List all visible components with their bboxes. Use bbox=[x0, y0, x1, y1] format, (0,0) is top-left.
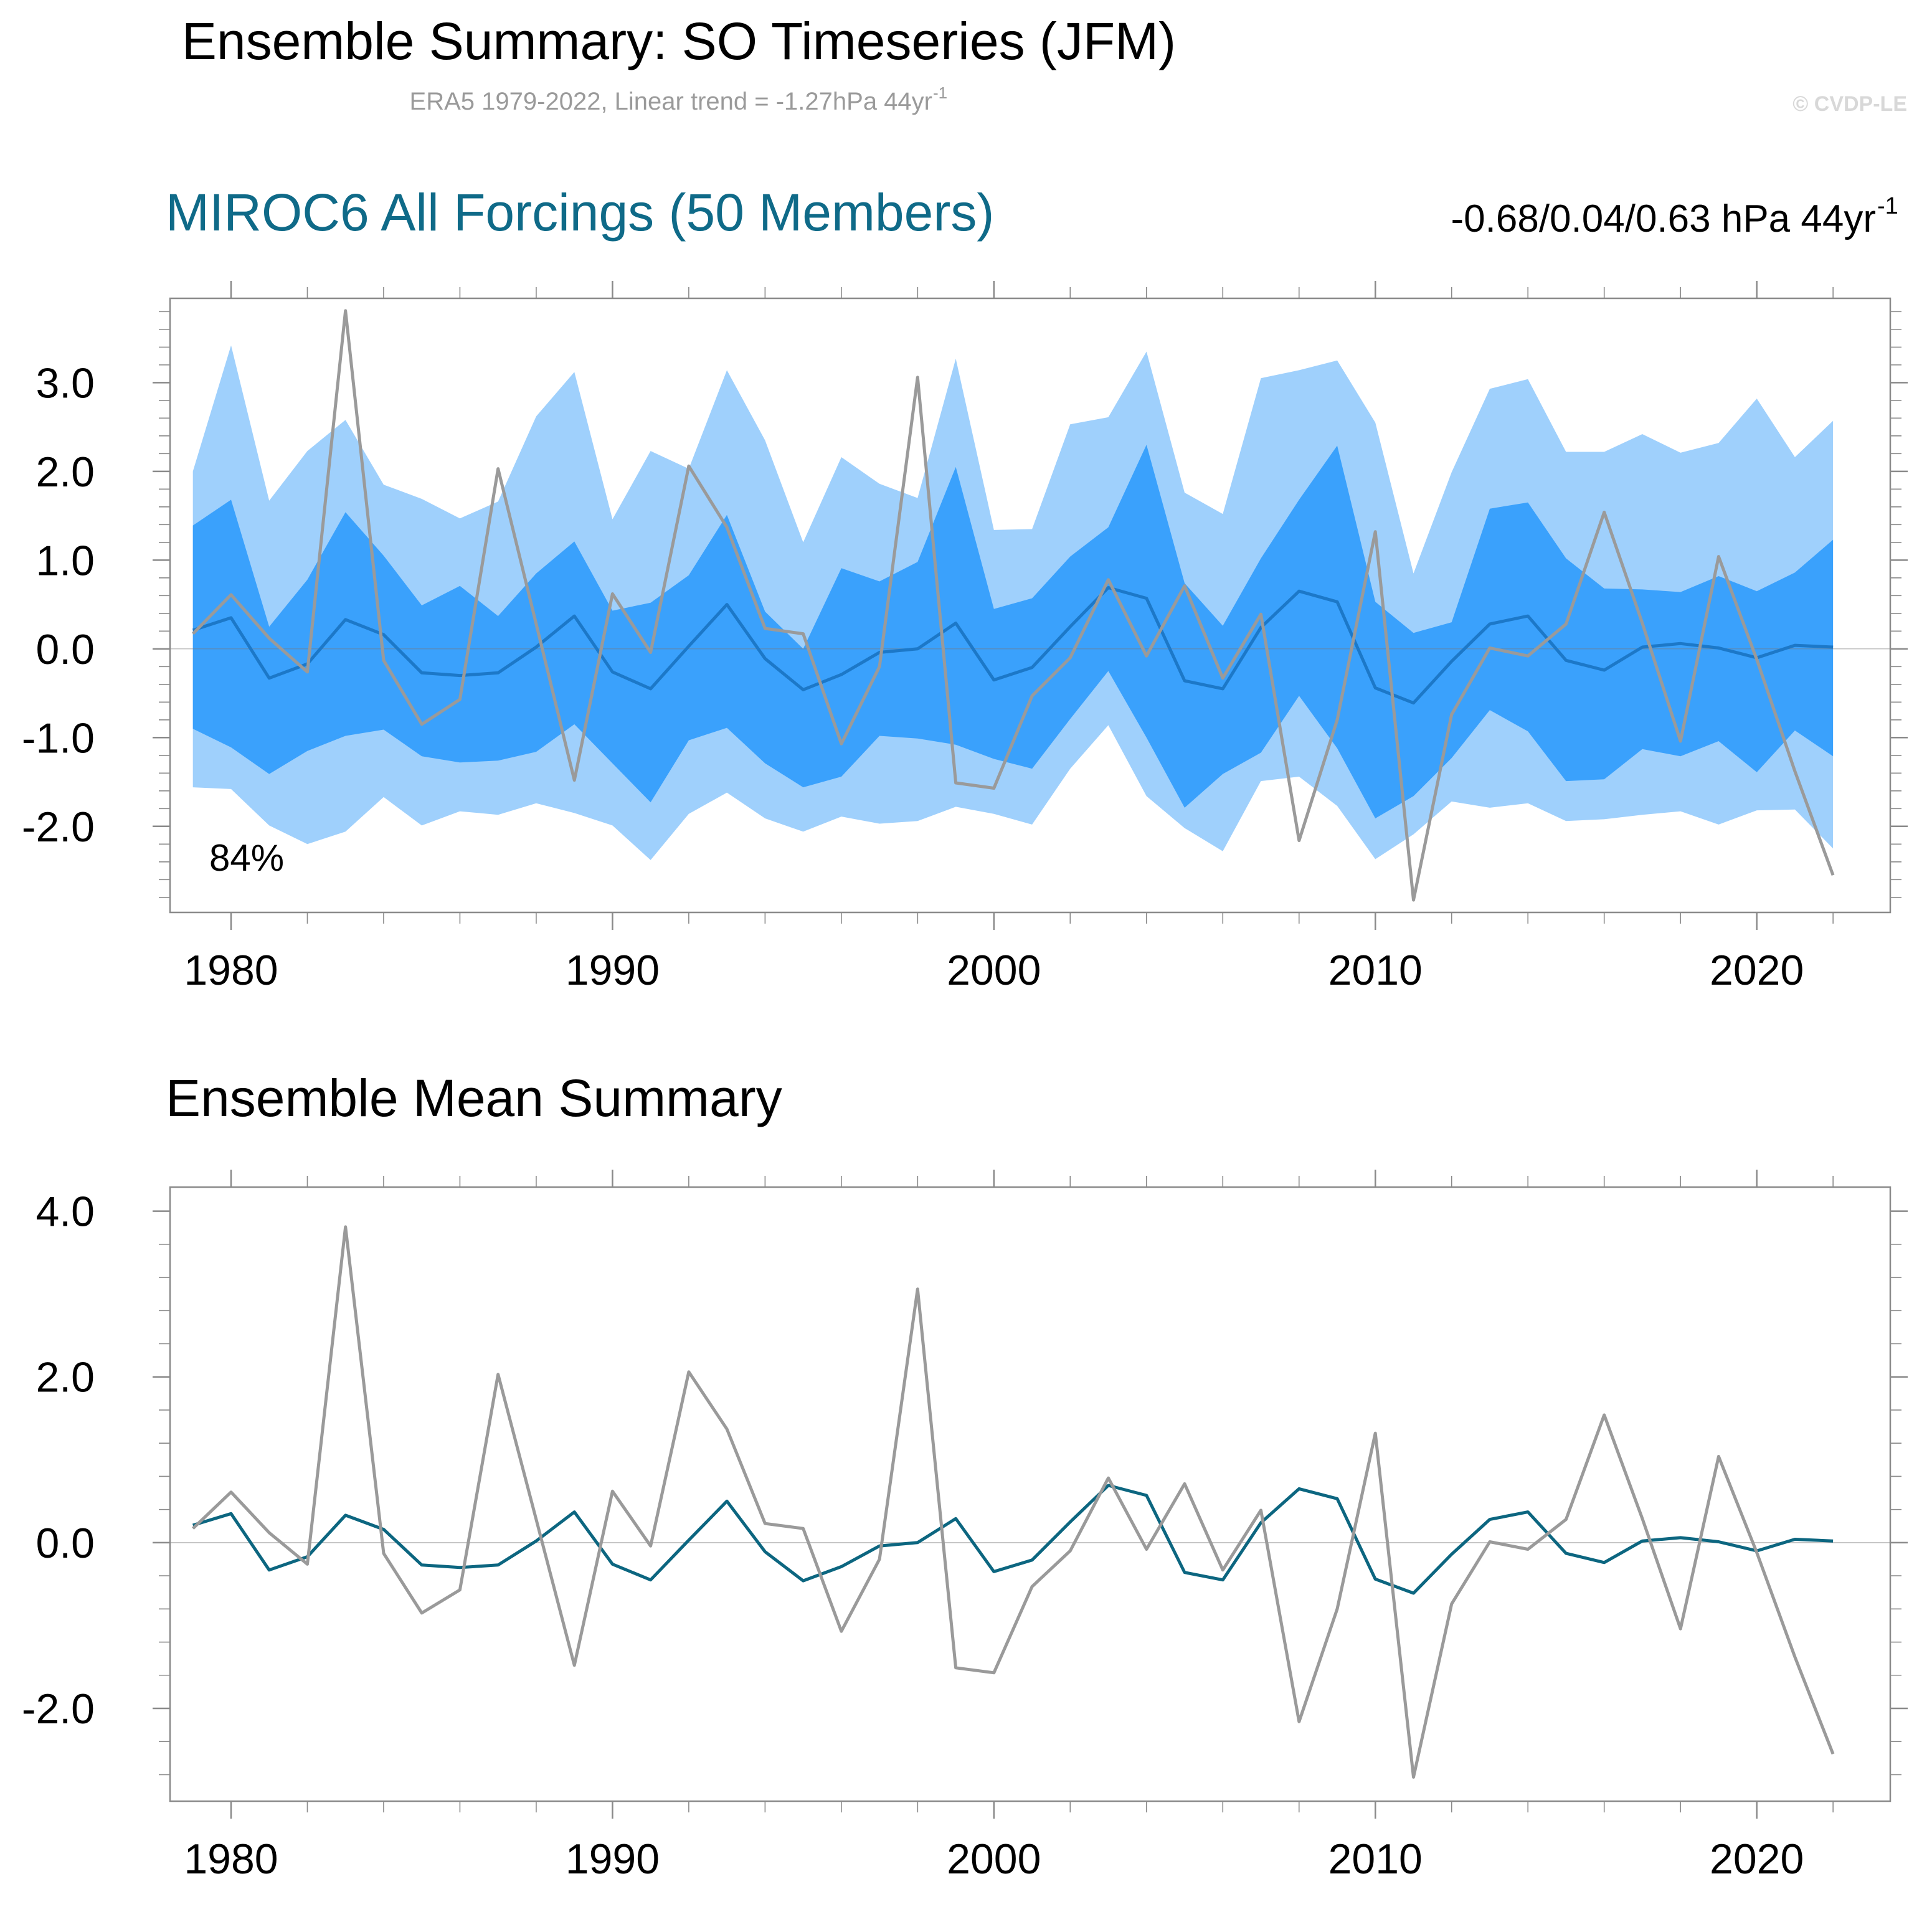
y-tick-label: 4.0 bbox=[36, 1188, 95, 1236]
y-tick-label: -1.0 bbox=[22, 714, 95, 762]
panel1-axes: 1980 1990 2000 2010 2020 -2.0 -1.0 0.0 1.0 2.0 3.0 bbox=[22, 281, 1908, 994]
figure-subtitle: ERA5 1979-2022, Linear trend = -1.27hPa … bbox=[410, 88, 932, 115]
ensemble-mean-line bbox=[192, 586, 1834, 705]
y-tick-label: 2.0 bbox=[36, 448, 95, 496]
x-tick-label: 2020 bbox=[1710, 947, 1804, 994]
panel2-plot: 1980 1990 2000 2010 2020 -2.0 0.0 2.0 4.0 bbox=[22, 1170, 1908, 1883]
era5-observed-line bbox=[191, 309, 1835, 902]
panel2-axes: 1980 1990 2000 2010 2020 -2.0 0.0 2.0 4.0 bbox=[22, 1170, 1908, 1883]
panel2-title: Ensemble Mean Summary bbox=[166, 1069, 782, 1127]
y-tick-label: 1.0 bbox=[36, 537, 95, 584]
y-tick-label: 3.0 bbox=[36, 359, 95, 407]
y-tick-label: -2.0 bbox=[22, 1685, 95, 1733]
panel1-title: MIROC6 All Forcings (50 Members) bbox=[166, 183, 994, 242]
panel1-lines bbox=[191, 309, 1835, 902]
x-tick-label: 1980 bbox=[184, 947, 278, 994]
panel1-percent-label: 84% bbox=[209, 837, 284, 879]
y-tick-label: 0.0 bbox=[36, 626, 95, 673]
panel1-plot: 1980 1990 2000 2010 2020 -2.0 -1.0 0.0 1.0 2.0 3.0… bbox=[22, 281, 1908, 994]
panel1-bands bbox=[192, 345, 1834, 860]
x-tick-label: 2010 bbox=[1328, 1835, 1423, 1883]
era5-observed-line bbox=[191, 1225, 1835, 1779]
watermark: © CVDP-LE bbox=[1792, 92, 1907, 116]
ensemble-mean-line bbox=[192, 1484, 1834, 1595]
figure-title: Ensemble Summary: SO Timeseries (JFM) bbox=[182, 12, 1176, 70]
x-tick-label: 2000 bbox=[947, 947, 1041, 994]
panel1-trend-range-sup: -1 bbox=[1877, 193, 1898, 219]
y-tick-label: 2.0 bbox=[36, 1354, 95, 1401]
x-tick-label: 2020 bbox=[1710, 1835, 1804, 1883]
x-tick-label: 1990 bbox=[566, 947, 660, 994]
x-tick-label: 1980 bbox=[184, 1835, 278, 1883]
panel1-frame bbox=[169, 297, 1892, 914]
figure-subtitle-sup: -1 bbox=[933, 83, 947, 102]
panel2-frame bbox=[169, 1186, 1892, 1802]
x-tick-label: 2010 bbox=[1328, 947, 1423, 994]
y-tick-label: 0.0 bbox=[36, 1520, 95, 1567]
x-tick-label: 1990 bbox=[566, 1835, 660, 1883]
x-tick-label: 2000 bbox=[947, 1835, 1041, 1883]
y-tick-label: -2.0 bbox=[22, 803, 95, 851]
panel1-trend-range: -0.68/0.04/0.63 hPa 44yr bbox=[1451, 197, 1876, 240]
panel2-lines bbox=[191, 1225, 1835, 1779]
ensemble-10-90-band bbox=[192, 445, 1834, 818]
